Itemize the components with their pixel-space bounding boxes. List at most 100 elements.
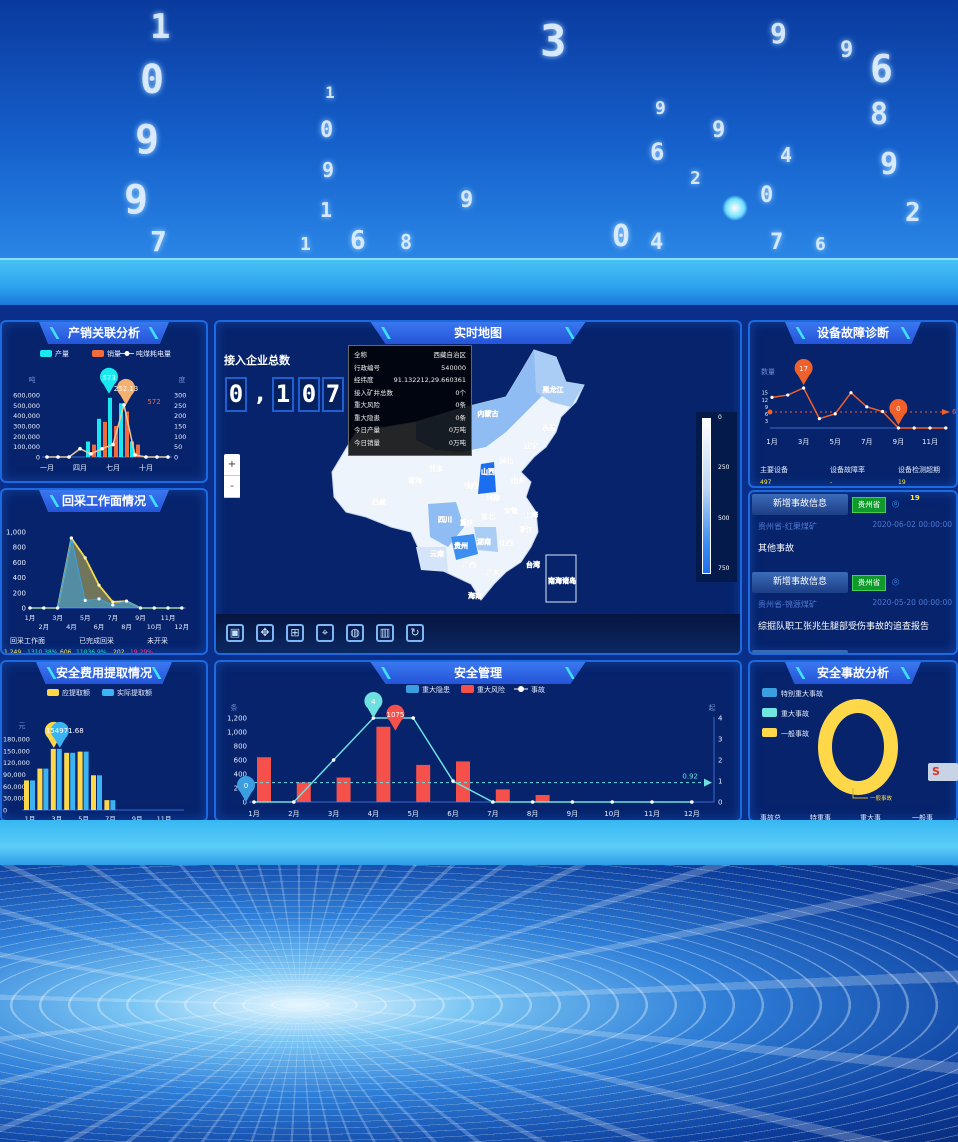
average-arrow bbox=[704, 778, 712, 787]
line-point bbox=[690, 800, 694, 804]
axis-unit: 数量 bbox=[761, 367, 775, 376]
location-pin-icon[interactable]: ⌾ bbox=[892, 497, 900, 511]
tick-label: 7月 bbox=[487, 810, 498, 818]
province-label: 南海诸岛 bbox=[548, 576, 576, 585]
tick-label: 200,000 bbox=[13, 433, 40, 441]
tick-label: 8月 bbox=[121, 623, 132, 631]
slice-label: 一般事故 bbox=[870, 794, 893, 802]
marker-pin: 0 bbox=[889, 399, 908, 425]
data-point bbox=[152, 606, 156, 610]
tick-label: 500,000 bbox=[13, 402, 40, 410]
data-point bbox=[125, 599, 129, 603]
province-label: 青海 bbox=[408, 476, 422, 485]
enterprise-count-label: 接入企业总数 bbox=[224, 354, 290, 367]
axis-unit: 度 bbox=[179, 375, 186, 384]
region-sichuan bbox=[428, 502, 464, 547]
province-badge[interactable]: 贵州省 bbox=[852, 497, 886, 513]
location-pin-icon[interactable]: ⌾ bbox=[892, 575, 900, 589]
axis-unit: 吨 bbox=[29, 375, 36, 384]
bar-major-risk bbox=[495, 789, 510, 802]
tick-label: 1月 bbox=[766, 438, 777, 446]
zoom-out-button[interactable]: - bbox=[224, 476, 240, 498]
line-point bbox=[928, 426, 932, 430]
footer-value: - bbox=[830, 479, 832, 486]
panel-title: 设备故障诊断 bbox=[785, 322, 921, 344]
color-scale-bar[interactable] bbox=[702, 418, 711, 574]
tick-label: 150,000 bbox=[3, 747, 30, 755]
province-label: 安徽 bbox=[504, 506, 519, 515]
pin-tip bbox=[239, 790, 253, 802]
tick-label: 3 bbox=[718, 736, 722, 744]
ime-icon[interactable]: S bbox=[928, 763, 958, 781]
add-accident-button[interactable]: 新增事故信息 bbox=[752, 650, 848, 653]
tick-label: 8月 bbox=[527, 810, 538, 818]
background-digit: 9 bbox=[124, 177, 149, 223]
bar-sales bbox=[125, 411, 129, 457]
panel-safety-management: 安全管理 重大隐患 重大风险 事故条 起 0 2 0 0 400 600 800 1,000 1,200… bbox=[214, 660, 742, 822]
bar-production bbox=[119, 403, 123, 457]
shrink-icon[interactable]: ⊞ bbox=[286, 624, 304, 642]
province-badge[interactable]: 贵州省 bbox=[852, 575, 886, 591]
footer-label: 重大事 bbox=[860, 813, 881, 822]
tick-label: 9 bbox=[765, 405, 768, 411]
map-zoom-control: + - bbox=[224, 454, 240, 498]
map-pin-icon[interactable]: ⌖ bbox=[316, 624, 334, 642]
panel-mining-face: 回采工作面情况 0 200 400 600 800 1,000 1月 2月 3月 4月 5月 6月 7月… bbox=[0, 488, 208, 655]
mine-name: 贵州省-红果煤矿 bbox=[758, 522, 817, 531]
area-series bbox=[30, 538, 182, 608]
background-digit: 1 bbox=[150, 7, 171, 47]
tick-label: 3月 bbox=[52, 614, 63, 622]
legend-dot bbox=[518, 686, 524, 692]
tick-label: 180,000 bbox=[3, 736, 30, 744]
tick-label: 3月 bbox=[798, 438, 809, 446]
legend-swatch bbox=[92, 350, 104, 357]
province-label: 重庆 bbox=[460, 518, 474, 527]
data-point bbox=[97, 597, 101, 601]
data-point bbox=[69, 536, 73, 540]
province-badge[interactable]: 贵州省 bbox=[852, 653, 886, 655]
bar-major-risk bbox=[456, 761, 470, 802]
tick-label: 2 bbox=[718, 757, 722, 765]
footer-label: 设备检测超期 bbox=[898, 465, 940, 474]
building-icon[interactable]: ▥ bbox=[376, 624, 394, 642]
refresh-icon[interactable]: ↻ bbox=[406, 624, 424, 642]
legend-swatch bbox=[102, 689, 114, 696]
footer-value: 497 bbox=[760, 479, 772, 486]
add-accident-button[interactable]: 新增事故信息 bbox=[752, 572, 848, 593]
legend-label: 一般事故 bbox=[781, 729, 809, 738]
panel-title: 安全管理 bbox=[370, 662, 586, 684]
accident-date: 2020-06-02 00:00:00 bbox=[872, 520, 952, 529]
tick-label: 3月 bbox=[328, 810, 339, 818]
add-accident-button[interactable]: 新增事故信息 bbox=[752, 494, 848, 515]
bar-production bbox=[130, 441, 134, 457]
bar-major-risk bbox=[257, 757, 271, 802]
legend-tick: 250 bbox=[718, 464, 730, 471]
line-point bbox=[491, 800, 495, 804]
pin-tip bbox=[891, 413, 906, 425]
tick-label: 600,000 bbox=[13, 392, 40, 400]
background-digit: 3 bbox=[540, 16, 567, 67]
pin-head bbox=[100, 367, 118, 386]
tick-label: 1,200 bbox=[227, 715, 247, 723]
line-point bbox=[570, 800, 575, 804]
south-china-sea-inset bbox=[545, 554, 577, 603]
background-digit: 6 bbox=[650, 138, 665, 166]
tooltip-key: 重大风险 bbox=[354, 401, 380, 409]
tick-label: 12 bbox=[762, 398, 768, 404]
background-digit: 9 bbox=[712, 118, 726, 143]
data-point bbox=[138, 606, 142, 610]
zoom-in-button[interactable]: + bbox=[224, 454, 240, 476]
globe-icon[interactable]: ◍ bbox=[346, 624, 364, 642]
bar-actual bbox=[56, 748, 62, 810]
expand-icon[interactable]: ✥ bbox=[256, 624, 274, 642]
province-label: 江西 bbox=[499, 538, 513, 547]
line-accidents bbox=[254, 717, 692, 803]
average-start bbox=[767, 409, 773, 415]
tick-label: 1 bbox=[718, 778, 722, 786]
fullscreen-icon[interactable]: ▣ bbox=[226, 624, 244, 642]
location-pin-icon[interactable]: ⌾ bbox=[892, 652, 899, 653]
tick-label: 1,000 bbox=[227, 729, 247, 737]
marker-pin: 4 bbox=[364, 692, 383, 718]
